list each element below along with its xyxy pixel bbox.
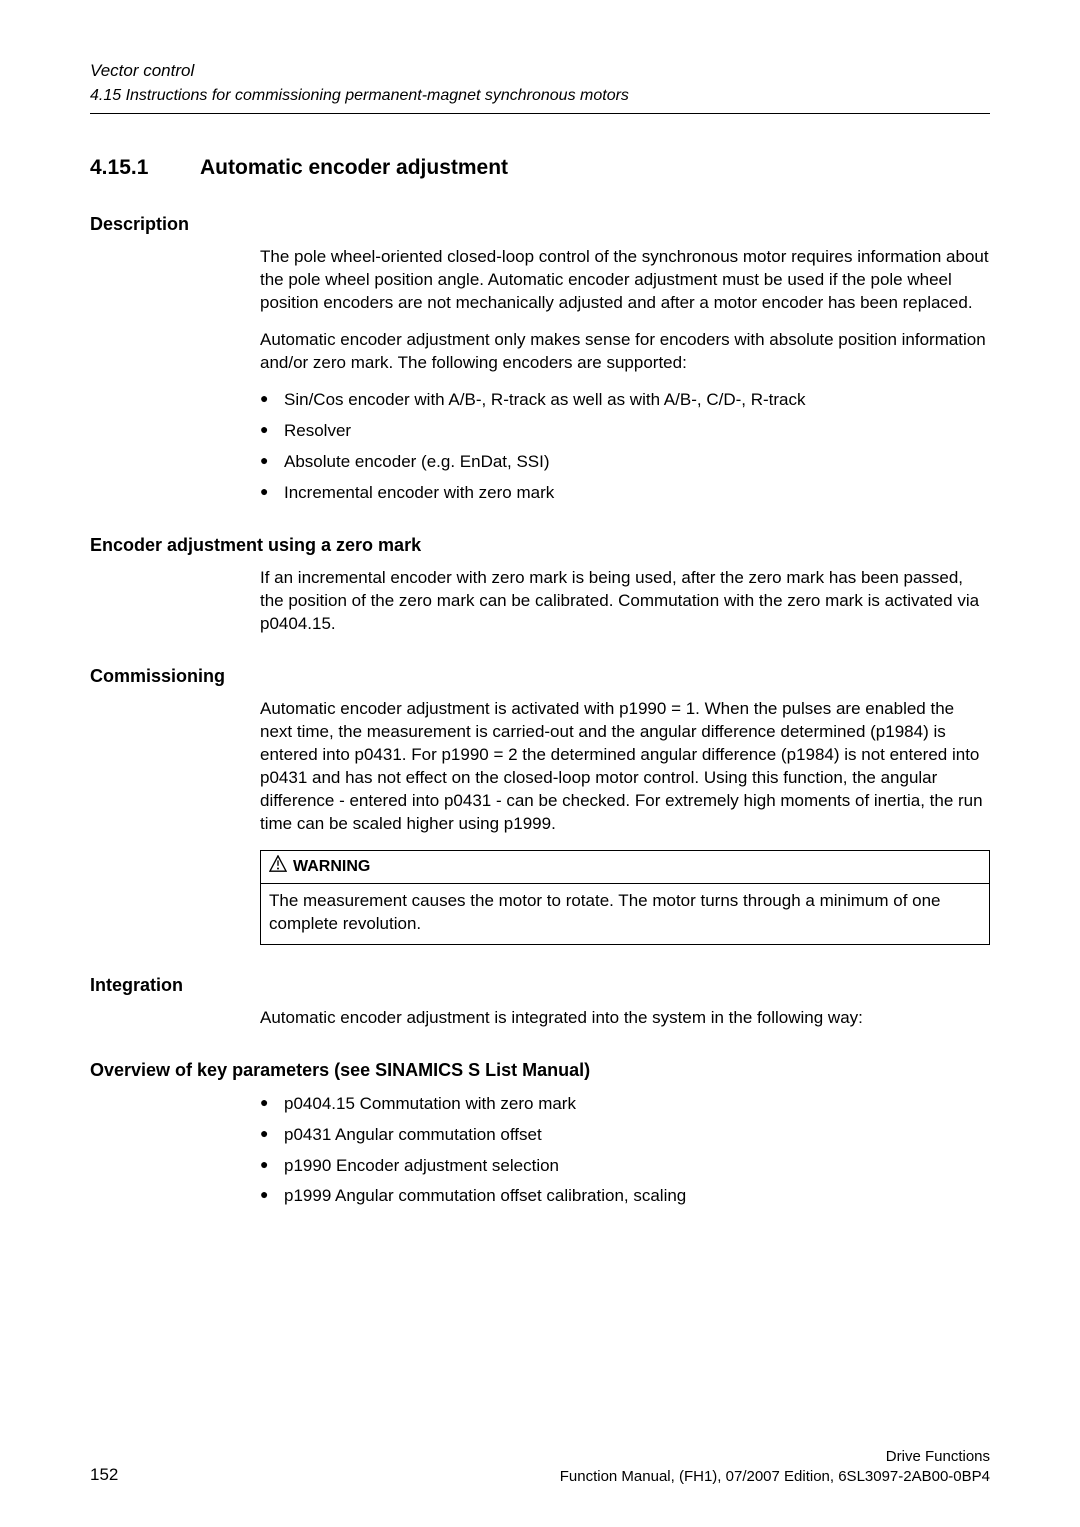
warning-label: WARNING <box>293 856 370 878</box>
commissioning-heading: Commissioning <box>90 664 990 688</box>
integration-para: Automatic encoder adjustment is integrat… <box>260 1007 990 1030</box>
warning-icon <box>269 855 287 880</box>
header-rule <box>90 113 990 114</box>
section-number: 4.15.1 <box>90 154 200 182</box>
description-bullets: Sin/Cos encoder with A/B-, R-track as we… <box>260 389 990 505</box>
page-number: 152 <box>90 1464 118 1487</box>
description-para2: Automatic encoder adjustment only makes … <box>260 329 990 375</box>
warning-body: The measurement causes the motor to rota… <box>261 884 989 944</box>
description-heading: Description <box>90 212 990 236</box>
list-item: p0404.15 Commutation with zero mark <box>260 1093 990 1116</box>
list-item: Resolver <box>260 420 990 443</box>
list-item: p1999 Angular commutation offset calibra… <box>260 1185 990 1208</box>
commissioning-para: Automatic encoder adjustment is activate… <box>260 698 990 836</box>
list-item: p0431 Angular commutation offset <box>260 1124 990 1147</box>
overview-bullets: p0404.15 Commutation with zero mark p043… <box>260 1093 990 1209</box>
list-item: Absolute encoder (e.g. EnDat, SSI) <box>260 451 990 474</box>
footer-right-1: Drive Functions <box>560 1447 990 1467</box>
footer-right-2: Function Manual, (FH1), 07/2007 Edition,… <box>560 1467 990 1487</box>
list-item: Incremental encoder with zero mark <box>260 482 990 505</box>
chapter-header: Vector control <box>90 60 990 83</box>
section-title: Automatic encoder adjustment <box>200 154 508 182</box>
list-item: Sin/Cos encoder with A/B-, R-track as we… <box>260 389 990 412</box>
page-footer: 152 Drive Functions Function Manual, (FH… <box>90 1447 990 1488</box>
encoder-adj-para: If an incremental encoder with zero mark… <box>260 567 990 636</box>
encoder-adj-heading: Encoder adjustment using a zero mark <box>90 533 990 557</box>
warning-box: WARNING The measurement causes the motor… <box>260 850 990 945</box>
list-item: p1990 Encoder adjustment selection <box>260 1155 990 1178</box>
overview-heading: Overview of key parameters (see SINAMICS… <box>90 1058 990 1082</box>
section-header: 4.15 Instructions for commissioning perm… <box>90 85 990 107</box>
integration-heading: Integration <box>90 973 990 997</box>
description-para1: The pole wheel-oriented closed-loop cont… <box>260 246 990 315</box>
